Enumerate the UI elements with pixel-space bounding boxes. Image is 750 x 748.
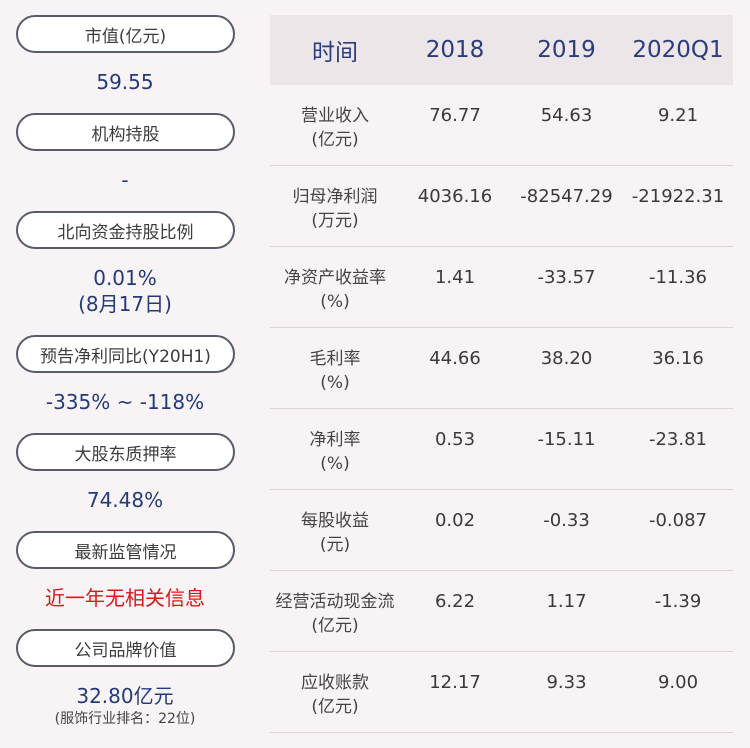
row-label-name: 净利率 — [309, 430, 361, 450]
regulatory-status-label: 最新监管情况 — [16, 531, 235, 569]
brand-value-label: 公司品牌价值 — [16, 629, 235, 667]
row-label-unit: (亿元) — [311, 697, 359, 717]
row-label-name: 应收账款 — [301, 673, 369, 693]
brand-rank-note: (服饰行业排名：22位) — [54, 711, 196, 727]
cell-2019: 54.63 — [540, 105, 593, 126]
pledge-ratio-value: 74.48% — [86, 488, 164, 512]
row-label-name: 归母净利润 — [292, 187, 378, 207]
row-label: 应收账款 (亿元) — [270, 652, 400, 719]
row-label-unit: (亿元) — [311, 130, 359, 150]
market-cap-label-text: 市值(亿元) — [84, 26, 167, 47]
cell-2019: -0.33 — [543, 510, 590, 531]
cell-2018: 4036.16 — [417, 186, 493, 207]
brand-value-label-text: 公司品牌价值 — [74, 640, 177, 661]
regulatory-status-label-text: 最新监管情况 — [74, 542, 177, 563]
cell-2018: 0.02 — [434, 510, 476, 531]
cell-2020q1: -23.81 — [648, 429, 708, 450]
cell-2019: 38.20 — [540, 348, 593, 369]
row-label-name: 经营活动现金流 — [275, 592, 395, 612]
cell-2019: -82547.29 — [520, 186, 613, 207]
cell-2020q1: -21922.31 — [631, 186, 725, 207]
cell-2020q1: 9.21 — [657, 105, 699, 126]
cell-2018: 76.77 — [429, 105, 481, 126]
table-row: 经营活动现金流 (亿元) 6.22 1.17 -1.39 — [270, 571, 733, 652]
row-label-unit: (元) — [319, 535, 351, 555]
northbound-holding-label-text: 北向资金持股比例 — [57, 222, 194, 243]
brand-value-amount: 32.80亿元 — [76, 684, 174, 708]
institutional-holding-value: - — [121, 168, 129, 192]
table-row: 应收账款 (亿元) 12.17 9.33 9.00 — [270, 652, 733, 733]
row-label-name: 毛利率 — [309, 349, 361, 369]
cell-2018: 6.22 — [434, 591, 476, 612]
row-label: 营业收入 (亿元) — [270, 85, 400, 152]
row-label: 净资产收益率 (%) — [270, 247, 400, 314]
table-header: 时间 2018 2019 2020Q1 — [270, 15, 733, 85]
row-label: 毛利率 (%) — [270, 328, 400, 395]
northbound-holding-date: (8月17日) — [78, 292, 172, 316]
market-cap-value: 59.55 — [96, 70, 154, 94]
profit-forecast-label: 预告净利同比(Y20H1) — [16, 335, 235, 373]
row-label: 经营活动现金流 (亿元) — [270, 571, 400, 638]
profit-forecast-value: -335% ~ -118% — [45, 390, 205, 414]
pledge-ratio-label: 大股东质押率 — [16, 433, 235, 471]
table-row: 毛利率 (%) 44.66 38.20 36.16 — [270, 328, 733, 409]
institutional-holding-label-text: 机构持股 — [91, 124, 160, 145]
northbound-holding-value: 0.01% (8月17日) — [0, 265, 250, 317]
institutional-holding-label: 机构持股 — [16, 113, 235, 151]
table-row: 归母净利润 (万元) 4036.16 -82547.29 -21922.31 — [270, 166, 733, 247]
brand-value: 32.80亿元 (服饰行业排名：22位) — [0, 683, 250, 727]
cell-2018: 12.17 — [429, 672, 481, 693]
row-label-unit: (%) — [320, 373, 350, 393]
northbound-holding-percent: 0.01% — [93, 266, 157, 290]
header-2018: 2018 — [425, 37, 485, 63]
cell-2019: -33.57 — [537, 267, 596, 288]
row-label: 净利率 (%) — [270, 409, 400, 476]
market-cap-label: 市值(亿元) — [16, 15, 235, 53]
cell-2019: 1.17 — [546, 591, 587, 612]
cell-2018: 44.66 — [429, 348, 481, 369]
cell-2020q1: -11.36 — [648, 267, 708, 288]
row-label-unit: (万元) — [311, 211, 359, 231]
row-label-name: 营业收入 — [301, 106, 369, 126]
cell-2019: -15.11 — [537, 429, 596, 450]
northbound-holding-label: 北向资金持股比例 — [16, 211, 235, 249]
cell-2020q1: -1.39 — [654, 591, 702, 612]
cell-2020q1: 9.00 — [657, 672, 699, 693]
table-row: 净利率 (%) 0.53 -15.11 -23.81 — [270, 409, 733, 490]
cell-2018: 0.53 — [434, 429, 476, 450]
financial-table: 时间 2018 2019 2020Q1 营业收入 (亿元) 76.77 54.63… — [270, 15, 733, 733]
row-label: 归母净利润 (万元) — [270, 166, 400, 233]
cell-2019: 9.33 — [546, 672, 587, 693]
row-label-name: 每股收益 — [301, 511, 369, 531]
pledge-ratio-label-text: 大股东质押率 — [74, 444, 177, 465]
profit-forecast-label-text: 预告净利同比(Y20H1) — [40, 346, 211, 367]
cell-2020q1: -0.087 — [648, 510, 708, 531]
cell-2020q1: 36.16 — [652, 348, 704, 369]
header-2020q1: 2020Q1 — [632, 37, 724, 63]
table-row: 每股收益 (元) 0.02 -0.33 -0.087 — [270, 490, 733, 571]
row-label-unit: (亿元) — [311, 616, 359, 636]
row-label: 每股收益 (元) — [270, 490, 400, 557]
row-label-unit: (%) — [320, 292, 350, 312]
row-label-name: 净资产收益率 — [284, 268, 386, 288]
row-label-unit: (%) — [320, 454, 350, 474]
table-row: 营业收入 (亿元) 76.77 54.63 9.21 — [270, 85, 733, 166]
summary-panel: 市值(亿元) 59.55 机构持股 - 北向资金持股比例 0.01% (8月17… — [0, 0, 250, 748]
table-row: 净资产收益率 (%) 1.41 -33.57 -11.36 — [270, 247, 733, 328]
regulatory-status-value: 近一年无相关信息 — [45, 586, 205, 610]
header-period: 时间 — [312, 40, 358, 66]
cell-2018: 1.41 — [434, 267, 476, 288]
header-2019: 2019 — [537, 37, 596, 63]
